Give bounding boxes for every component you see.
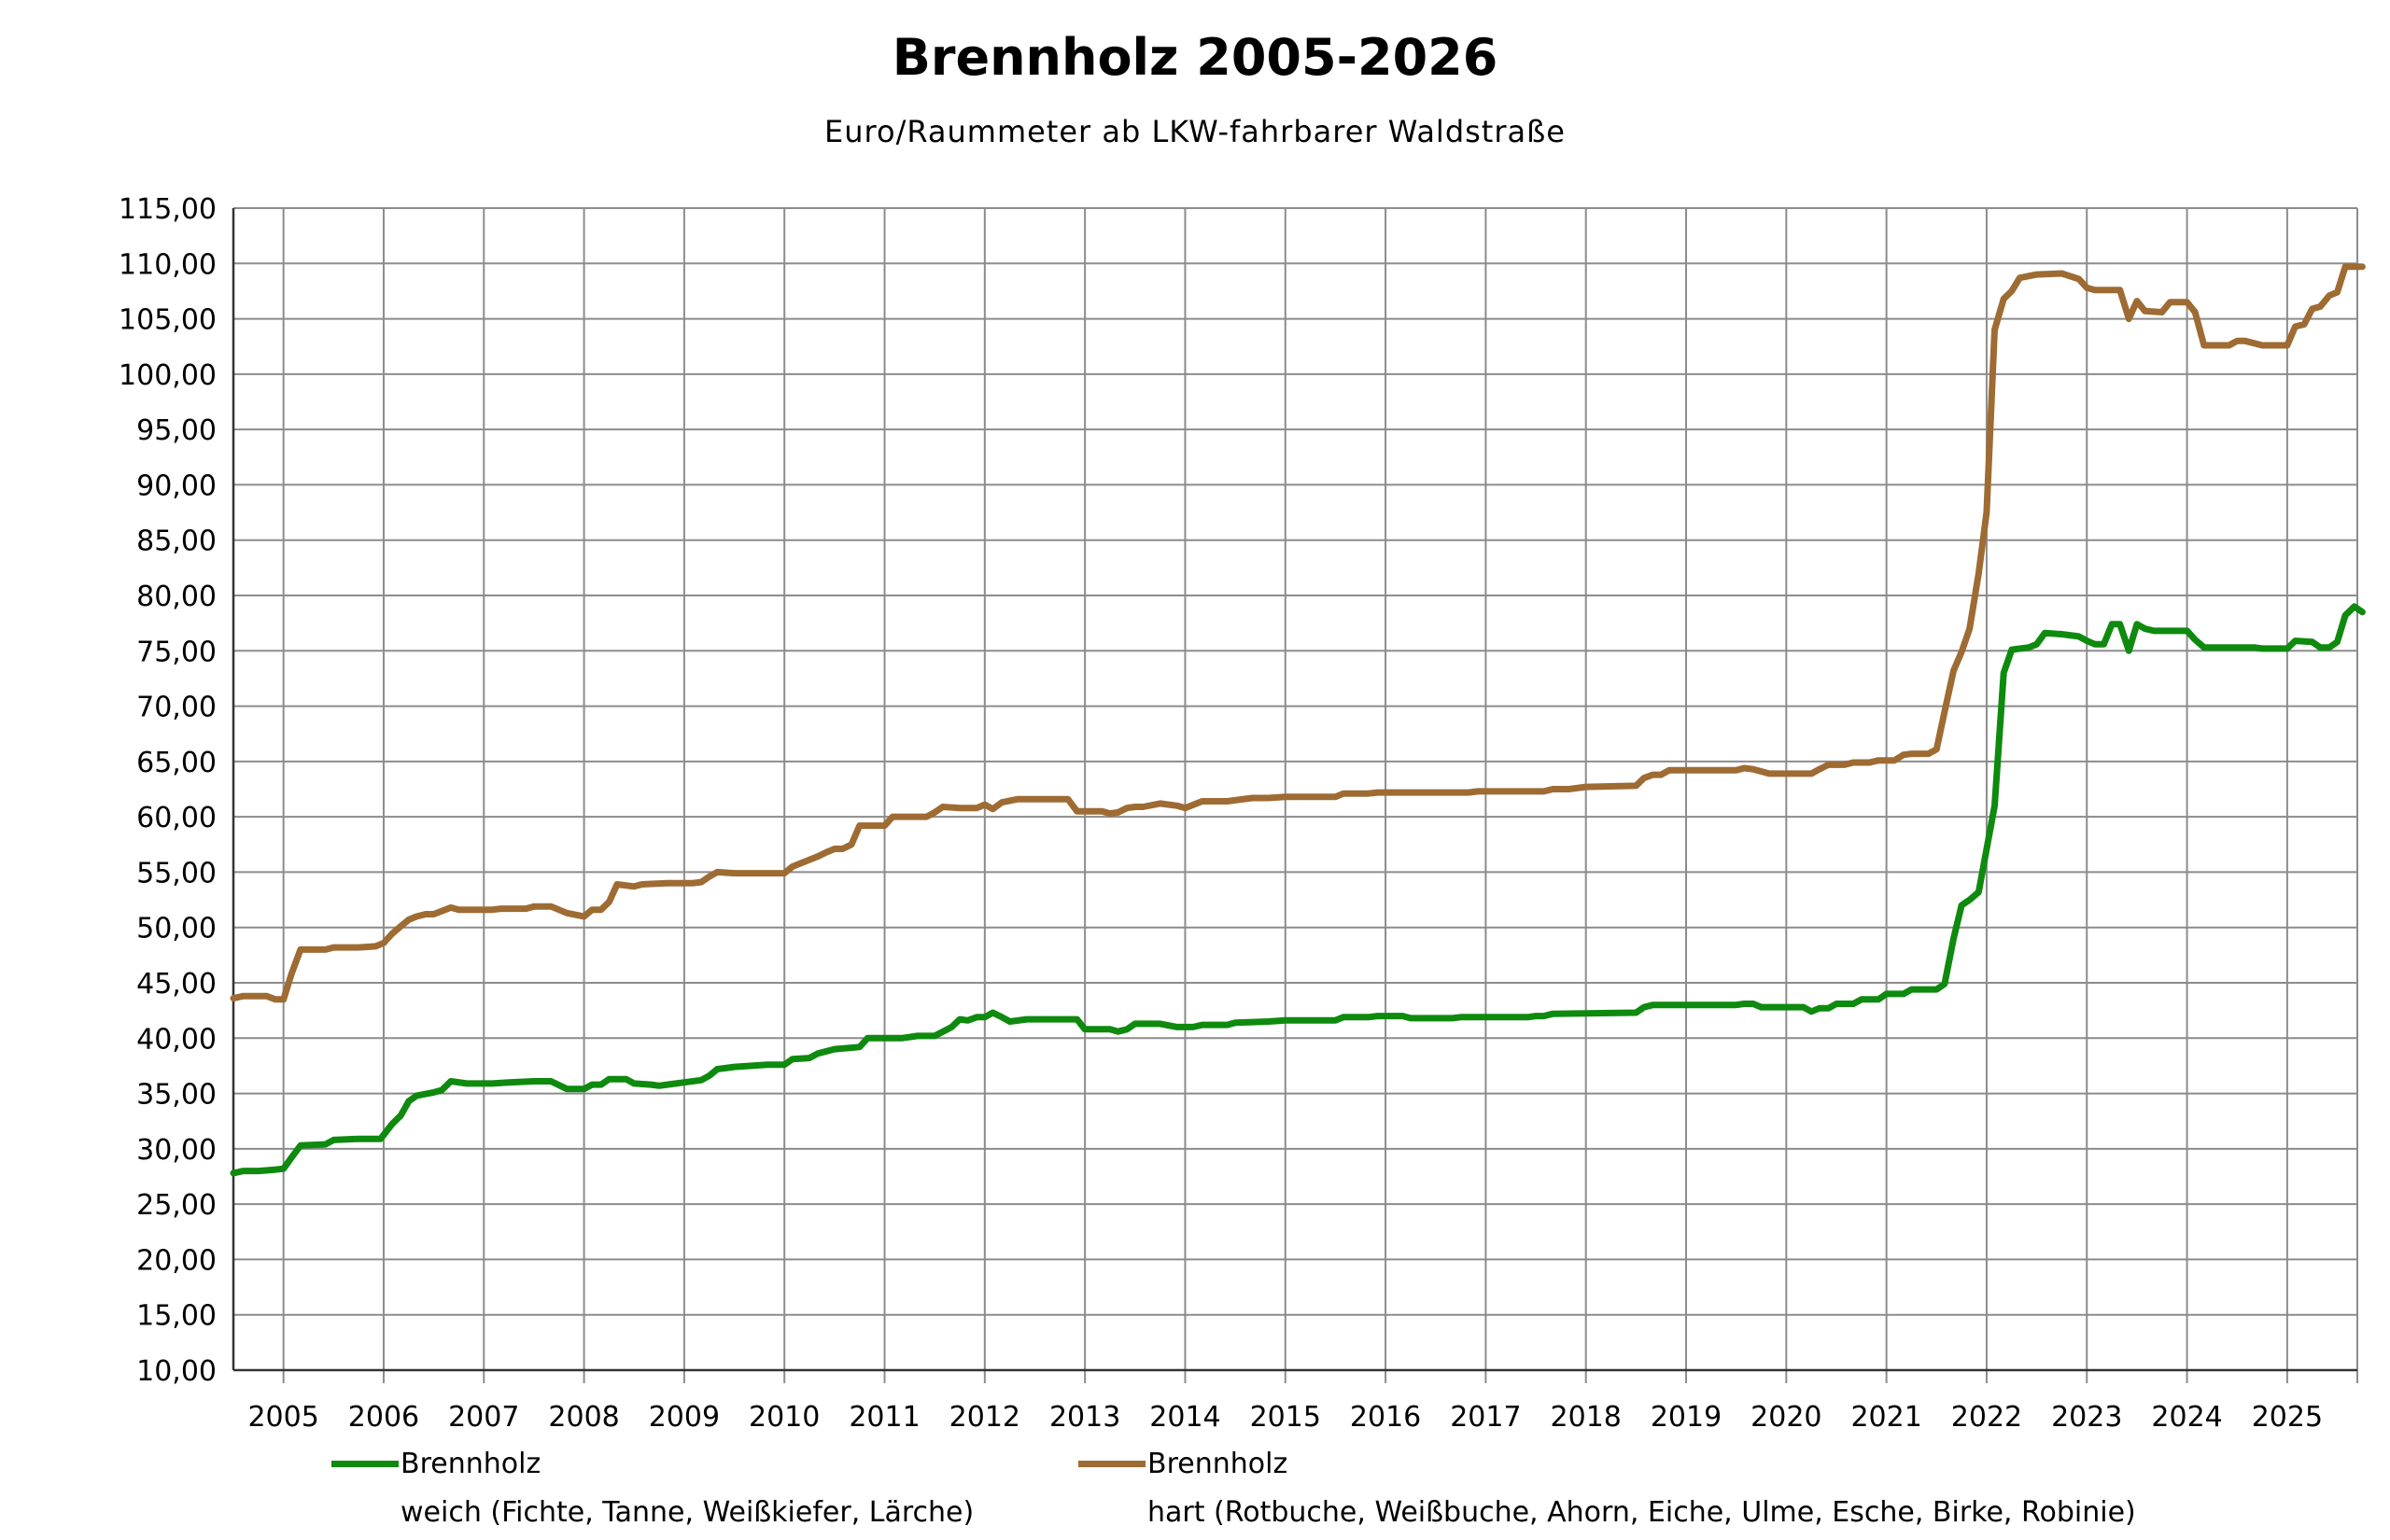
y-tick-label: 115,00 bbox=[119, 193, 217, 226]
y-tick-label: 45,00 bbox=[136, 968, 217, 1001]
x-tick-label: 2021 bbox=[1850, 1401, 1921, 1434]
series-line-weich bbox=[230, 603, 2366, 1177]
y-tick-label: 90,00 bbox=[136, 469, 217, 502]
x-axis-tick-labels: 2005 2006 2007 2008 2009 2010 2011 2012 2013 2014… bbox=[247, 1401, 2323, 1434]
legend-swatch-hart bbox=[1078, 1461, 1146, 1467]
y-tick-label: 110,00 bbox=[119, 248, 217, 281]
y-tick-label: 95,00 bbox=[136, 414, 217, 447]
y-tick-label: 20,00 bbox=[136, 1244, 217, 1277]
y-tick-label: 75,00 bbox=[136, 636, 217, 668]
x-tick-label: 2012 bbox=[949, 1401, 1020, 1434]
y-tick-label: 55,00 bbox=[136, 857, 217, 889]
y-tick-label: 65,00 bbox=[136, 747, 217, 779]
y-tick-label: 35,00 bbox=[136, 1079, 217, 1112]
x-tick-label: 2010 bbox=[749, 1401, 820, 1434]
legend-title-hart: Brennholz bbox=[1147, 1448, 1288, 1480]
grid-lines bbox=[233, 207, 2358, 1383]
x-tick-label: 2015 bbox=[1250, 1401, 1321, 1434]
legend-label-hart: hart (Rotbuche, Weißbuche, Ahorn, Eiche,… bbox=[1147, 1496, 2136, 1529]
series-line-hart bbox=[230, 263, 2366, 1003]
legend-title-weich: Brennholz bbox=[401, 1448, 541, 1480]
x-tick-label: 2006 bbox=[348, 1401, 419, 1434]
y-tick-label: 10,00 bbox=[136, 1355, 217, 1388]
x-tick-label: 2024 bbox=[2151, 1401, 2222, 1434]
x-tick-label: 2014 bbox=[1149, 1401, 1220, 1434]
y-tick-label: 80,00 bbox=[136, 581, 217, 613]
x-tick-label: 2011 bbox=[849, 1401, 920, 1434]
x-tick-label: 2009 bbox=[649, 1401, 720, 1434]
y-axis-tick-labels: 10,00 15,00 20,00 25,00 30,00 35,00 40,00 45,00… bbox=[119, 193, 217, 1388]
x-tick-label: 2025 bbox=[2252, 1401, 2323, 1434]
chart-title: Brennholz 2005-2026 bbox=[892, 28, 1498, 87]
x-tick-label: 2017 bbox=[1450, 1401, 1521, 1434]
y-tick-label: 105,00 bbox=[119, 304, 217, 337]
x-tick-label: 2023 bbox=[2051, 1401, 2122, 1434]
x-tick-label: 2013 bbox=[1049, 1401, 1120, 1434]
axes bbox=[232, 208, 2357, 1372]
y-tick-label: 70,00 bbox=[136, 692, 217, 724]
series-lines bbox=[230, 263, 2366, 1177]
y-tick-label: 50,00 bbox=[136, 913, 217, 945]
x-tick-label: 2008 bbox=[548, 1401, 619, 1434]
y-tick-label: 40,00 bbox=[136, 1023, 217, 1056]
chart-subtitle: Euro/Raummeter ab LKW-fahrbarer Waldstra… bbox=[824, 114, 1566, 149]
legend-label-weich: weich (Fichte, Tanne, Weißkiefer, Lärche… bbox=[401, 1496, 975, 1529]
x-tick-label: 2020 bbox=[1750, 1401, 1821, 1434]
y-tick-label: 85,00 bbox=[136, 525, 217, 558]
x-tick-label: 2007 bbox=[448, 1401, 519, 1434]
x-tick-label: 2016 bbox=[1350, 1401, 1421, 1434]
y-tick-label: 15,00 bbox=[136, 1300, 217, 1333]
y-tick-label: 60,00 bbox=[136, 802, 217, 834]
x-tick-label: 2022 bbox=[1951, 1401, 2022, 1434]
y-tick-label: 25,00 bbox=[136, 1189, 217, 1222]
x-tick-label: 2019 bbox=[1651, 1401, 1722, 1434]
legend-swatch-weich bbox=[331, 1461, 399, 1467]
x-tick-label: 2018 bbox=[1551, 1401, 1622, 1434]
x-tick-label: 2005 bbox=[247, 1401, 318, 1434]
y-tick-label: 100,00 bbox=[119, 359, 217, 392]
y-tick-label: 30,00 bbox=[136, 1134, 217, 1167]
